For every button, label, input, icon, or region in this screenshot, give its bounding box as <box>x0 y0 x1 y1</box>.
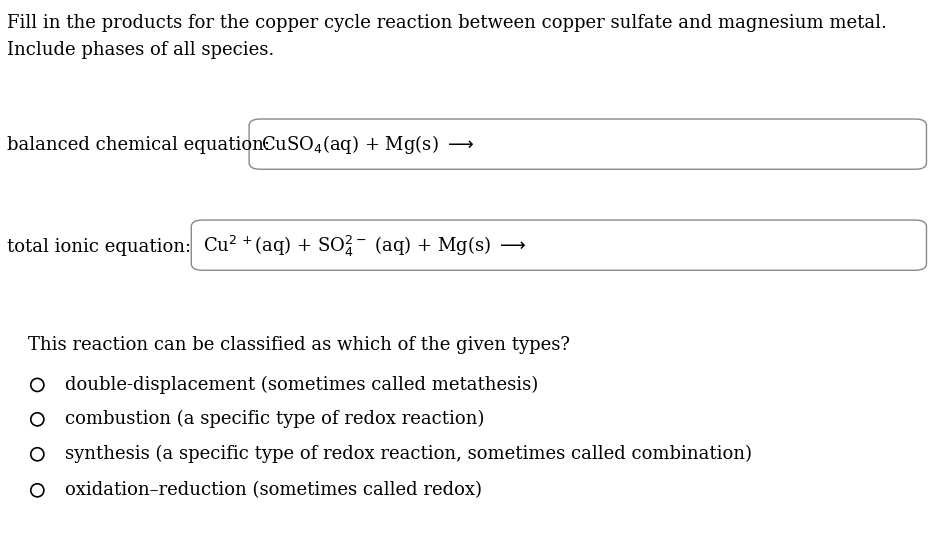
Text: total ionic equation:: total ionic equation: <box>7 238 191 256</box>
FancyBboxPatch shape <box>191 220 926 270</box>
Text: balanced chemical equation:: balanced chemical equation: <box>7 136 271 153</box>
Text: This reaction can be classified as which of the given types?: This reaction can be classified as which… <box>28 336 570 354</box>
Text: Cu$^{2\,+}$(aq) + SO$_4^{2-}$ (aq) + Mg(s) $\longrightarrow$: Cu$^{2\,+}$(aq) + SO$_4^{2-}$ (aq) + Mg(… <box>203 234 527 259</box>
Text: Include phases of all species.: Include phases of all species. <box>7 41 274 59</box>
FancyBboxPatch shape <box>249 119 926 169</box>
Text: oxidation–reduction (sometimes called redox): oxidation–reduction (sometimes called re… <box>65 482 482 499</box>
Text: double-displacement (sometimes called metathesis): double-displacement (sometimes called me… <box>65 376 538 394</box>
Text: combustion (a specific type of redox reaction): combustion (a specific type of redox rea… <box>65 410 484 429</box>
Text: Fill in the products for the copper cycle reaction between copper sulfate and ma: Fill in the products for the copper cycl… <box>7 14 887 32</box>
Text: synthesis (a specific type of redox reaction, sometimes called combination): synthesis (a specific type of redox reac… <box>65 445 752 464</box>
Text: CuSO$_4$(aq) + Mg(s) $\longrightarrow$: CuSO$_4$(aq) + Mg(s) $\longrightarrow$ <box>261 133 475 156</box>
